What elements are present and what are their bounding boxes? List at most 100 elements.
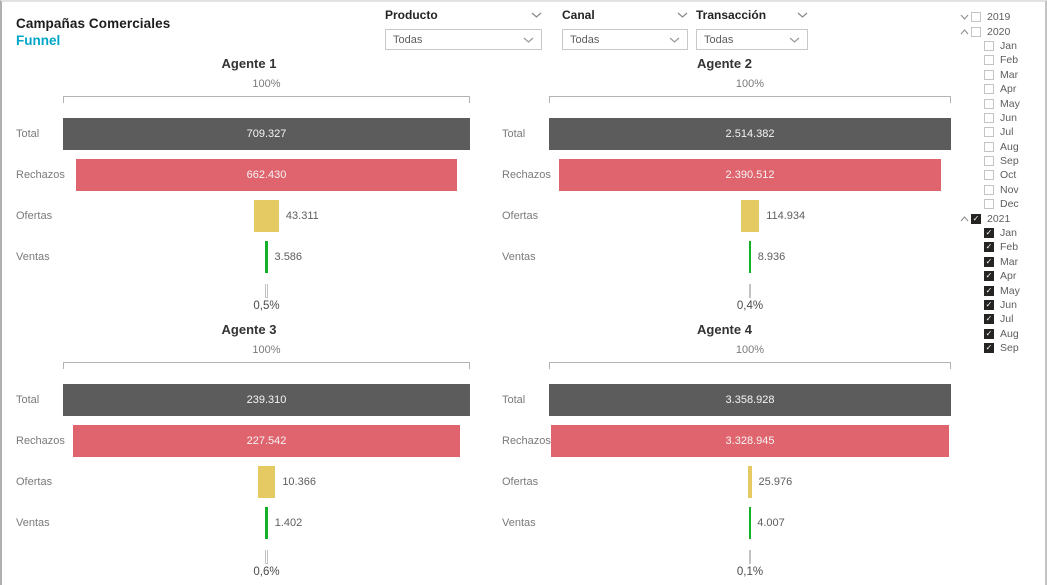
slicer-month-row-2020-May[interactable]: May — [958, 96, 1042, 110]
slicer-month-row-2021-Jan[interactable]: ✓ Jan — [958, 226, 1042, 240]
slicer-month-row-2020-Dec[interactable]: Dec — [958, 197, 1042, 211]
funnel-bar-rechazos[interactable]: 227.542 — [73, 425, 460, 457]
checkbox-month-May[interactable] — [984, 98, 994, 109]
category-label: Rechazos — [502, 435, 551, 447]
slicer-month-row-2020-Feb[interactable]: Feb — [958, 53, 1042, 67]
conversion-rate-label: 0,1% — [736, 566, 764, 578]
checkbox-month-Feb[interactable]: ✓ — [984, 242, 994, 253]
category-label: Ventas — [502, 517, 536, 529]
filter-dropdown[interactable]: Todas — [385, 29, 542, 50]
funnel-bar-ofertas[interactable] — [254, 200, 279, 232]
bar-value-label: 662.430 — [246, 169, 287, 181]
slicer-month-row-2021-Aug[interactable]: ✓ Aug — [958, 327, 1042, 341]
checkbox-month-Dec[interactable] — [984, 199, 994, 210]
funnel-top-bracket-row — [6, 362, 492, 369]
slicer-month-row-2021-Jun[interactable]: ✓ Jun — [958, 298, 1042, 312]
slicer-month-row-2021-Jul[interactable]: ✓ Jul — [958, 312, 1042, 326]
funnel-bar-ventas[interactable] — [749, 507, 751, 539]
funnel-bar-ofertas[interactable] — [740, 200, 760, 232]
slicer-month-row-2020-Jul[interactable]: Jul — [958, 125, 1042, 139]
checkbox-month-Sep[interactable]: ✓ — [984, 343, 994, 354]
category-label: Ofertas — [502, 476, 539, 488]
funnel-bar-ventas[interactable] — [265, 241, 268, 273]
slicer-month-row-2021-Feb[interactable]: ✓ Feb — [958, 240, 1042, 254]
funnel-bar-ofertas[interactable] — [748, 466, 752, 498]
funnel-top-bracket — [549, 362, 951, 369]
chevron-down-icon[interactable] — [531, 12, 542, 18]
funnel-chart-agente-4: Agente 4 100% Total 3.358.928 Rechazos 3.328.… — [492, 320, 957, 578]
funnel-top-bracket — [549, 96, 951, 103]
checkbox-month-May[interactable]: ✓ — [984, 285, 994, 296]
funnel-bar-total[interactable]: 3.358.928 — [549, 384, 951, 416]
checkbox-month-Feb[interactable] — [984, 55, 994, 66]
checkbox-month-Mar[interactable] — [984, 69, 994, 80]
bar-value-label: 709.327 — [246, 128, 287, 140]
slicer-month-row-2021-May[interactable]: ✓ May — [958, 283, 1042, 297]
chevron-up-icon[interactable] — [958, 28, 971, 35]
checkbox-year-2020[interactable] — [971, 26, 981, 37]
checkbox-month-Oct[interactable] — [984, 170, 994, 181]
filter-dropdown[interactable]: Todas — [562, 29, 688, 50]
slicer-year-row-2019[interactable]: 2019 — [958, 10, 1042, 24]
slicer-month-row-2020-Aug[interactable]: Aug — [958, 140, 1042, 154]
checkbox-year-2019[interactable] — [971, 12, 981, 23]
slicer-month-row-2021-Sep[interactable]: ✓ Sep — [958, 341, 1042, 355]
category-label: Ofertas — [16, 210, 53, 222]
funnel-bar-ofertas[interactable] — [257, 466, 276, 498]
slicer-month-row-2020-Apr[interactable]: Apr — [958, 82, 1042, 96]
chevron-down-icon[interactable] — [797, 12, 808, 18]
slicer-month-row-2020-Oct[interactable]: Oct — [958, 168, 1042, 182]
slicer-month-row-2021-Mar[interactable]: ✓ Mar — [958, 255, 1042, 269]
chevron-down-icon — [523, 37, 534, 43]
slicer-month-row-2020-Jun[interactable]: Jun — [958, 111, 1042, 125]
checkbox-month-Apr[interactable]: ✓ — [984, 271, 994, 282]
bar-value-label: 4.007 — [757, 517, 785, 529]
funnel-conversion-row: 0,1% — [492, 566, 957, 578]
funnel-bar-ventas[interactable] — [749, 241, 751, 273]
funnel-top-label-row: 100% — [6, 78, 492, 92]
funnel-bar-total[interactable]: 709.327 — [63, 118, 470, 150]
filter-label: Producto — [385, 8, 438, 22]
slicer-year-row-2020[interactable]: 2020 — [958, 24, 1042, 38]
chevron-down-icon[interactable] — [677, 12, 688, 18]
funnel-bar-rechazos[interactable]: 2.390.512 — [558, 159, 942, 191]
checkbox-month-Apr[interactable] — [984, 84, 994, 95]
checkbox-month-Aug[interactable]: ✓ — [984, 328, 994, 339]
checkbox-month-Jan[interactable]: ✓ — [984, 228, 994, 239]
checkbox-month-Sep[interactable] — [984, 156, 994, 167]
slicer-month-row-2020-Mar[interactable]: Mar — [958, 68, 1042, 82]
checkbox-month-Nov[interactable] — [984, 184, 994, 195]
chevron-down-icon[interactable] — [958, 14, 971, 21]
checkbox-month-Jan[interactable] — [984, 40, 994, 51]
slicer-month-row-2021-Apr[interactable]: ✓ Apr — [958, 269, 1042, 283]
checkbox-month-Jun[interactable] — [984, 112, 994, 123]
bar-value-label: 227.542 — [246, 435, 287, 447]
checkbox-month-Jul[interactable]: ✓ — [984, 314, 994, 325]
funnel-bar-rechazos[interactable]: 662.430 — [76, 159, 457, 191]
slicer-month-label: Jun — [1000, 111, 1017, 124]
checkbox-year-2021[interactable]: ✓ — [971, 213, 981, 224]
slicer-month-row-2020-Jan[interactable]: Jan — [958, 39, 1042, 53]
funnel-bar-total[interactable]: 239.310 — [63, 384, 470, 416]
checkbox-month-Mar[interactable]: ✓ — [984, 256, 994, 267]
funnel-row-ventas: Ventas 4.007 — [492, 507, 957, 539]
funnel-bar-total[interactable]: 2.514.382 — [549, 118, 951, 150]
chevron-up-icon[interactable] — [958, 215, 971, 222]
category-label: Rechazos — [16, 169, 65, 181]
funnel-chart-agente-1: Agente 1 100% Total 709.327 Rechazos 662.430 O… — [6, 54, 492, 312]
funnel-bar-ventas[interactable] — [265, 507, 268, 539]
filter-dropdown[interactable]: Todas — [696, 29, 808, 50]
bar-value-label: 2.514.382 — [725, 128, 775, 140]
funnel-bottom-bracket-row — [6, 550, 492, 564]
funnel-row-rechazos: Rechazos 3.328.945 — [492, 425, 957, 457]
funnel-conversion-bracket — [749, 284, 751, 298]
checkbox-month-Jul[interactable] — [984, 127, 994, 138]
filter-producto: Producto Todas — [385, 6, 542, 50]
slicer-year-row-2021[interactable]: ✓ 2021 — [958, 211, 1042, 225]
slicer-month-row-2020-Sep[interactable]: Sep — [958, 154, 1042, 168]
funnel-bar-rechazos[interactable]: 3.328.945 — [550, 425, 950, 457]
slicer-month-row-2020-Nov[interactable]: Nov — [958, 183, 1042, 197]
checkbox-month-Aug[interactable] — [984, 141, 994, 152]
checkbox-month-Jun[interactable]: ✓ — [984, 300, 994, 310]
